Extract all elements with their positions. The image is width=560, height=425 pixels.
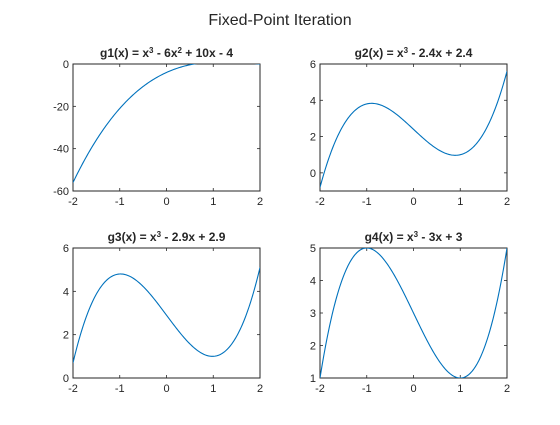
subplot-3: g3(x) = x3 - 2.9x + 2.9 -2 -1 0 1 2 0 2 4 6 bbox=[63, 230, 263, 396]
x-tick-label: 1 bbox=[210, 383, 216, 395]
plot-area bbox=[72, 63, 261, 192]
y-tick-label: 5 bbox=[310, 243, 316, 255]
x-tick-label: -2 bbox=[315, 196, 325, 208]
subplot-title: g4(x) = x3 - 3x + 3 bbox=[365, 230, 463, 245]
subplot-title: g3(x) = x3 - 2.9x + 2.9 bbox=[108, 230, 226, 245]
title-exponent: 3 bbox=[404, 46, 409, 55]
x-tick-label: 2 bbox=[257, 383, 263, 395]
title-text: g3(x) = x bbox=[108, 230, 157, 244]
x-tick-label: 1 bbox=[457, 383, 463, 395]
series-line bbox=[73, 267, 260, 363]
title-text: + 10x - 4 bbox=[182, 46, 233, 60]
subplot-1: g1(x) = x3 - 6x2 + 10x - 4-2 -1 0 1 2-60-40-… bbox=[53, 46, 263, 209]
title-text: - 6x bbox=[153, 46, 177, 60]
title-exponent: 3 bbox=[414, 230, 419, 239]
y-tick-label: 0 bbox=[63, 373, 69, 385]
plot-area bbox=[72, 247, 261, 379]
y-tick-label: -20 bbox=[53, 101, 69, 113]
series-line bbox=[320, 248, 507, 378]
title-text: - 2.4x + 2.4 bbox=[408, 46, 473, 60]
subplot-title: g1(x) = x3 - 6x2 + 10x - 4 bbox=[100, 46, 233, 61]
title-exponent: 3 bbox=[149, 46, 154, 55]
y-tick-label: -40 bbox=[53, 144, 69, 156]
y-tick-label: -60 bbox=[53, 186, 69, 198]
title-exponent: 2 bbox=[178, 46, 183, 55]
subplot-grid: g1(x) = x3 - 6x2 + 10x - 4-2 -1 0 1 2-60-40-… bbox=[53, 46, 510, 396]
x-tick-label: 2 bbox=[504, 196, 510, 208]
x-tick-label: 2 bbox=[504, 383, 510, 395]
y-tick-label: 6 bbox=[310, 59, 316, 71]
x-tick-label: 2 bbox=[257, 196, 263, 208]
series-line bbox=[320, 71, 507, 188]
subplot-title: g2(x) = x3 - 2.4x + 2.4 bbox=[355, 46, 473, 61]
series-line bbox=[73, 64, 260, 183]
x-tick-label: -1 bbox=[362, 196, 372, 208]
title-text: g4(x) = x bbox=[365, 230, 414, 244]
x-tick-label: 0 bbox=[163, 196, 169, 208]
x-tick-label: -1 bbox=[362, 383, 372, 395]
y-tick-label: 4 bbox=[310, 95, 316, 107]
x-tick-label: 0 bbox=[410, 196, 416, 208]
subplot-2: g2(x) = x3 - 2.4x + 2.4 -2 -1 0 1 2 0 2 4 6 bbox=[310, 46, 510, 209]
title-text: - 3x + 3 bbox=[418, 230, 463, 244]
title-text: g1(x) = x bbox=[100, 46, 149, 60]
x-tick-label: -2 bbox=[315, 383, 325, 395]
x-tick-label: -1 bbox=[115, 383, 125, 395]
y-tick-label: 4 bbox=[63, 286, 69, 298]
title-text: - 2.9x + 2.9 bbox=[161, 230, 226, 244]
y-tick-label: 3 bbox=[310, 308, 316, 320]
y-tick-label: 0 bbox=[310, 168, 316, 180]
plot-area bbox=[319, 63, 508, 192]
y-tick-label: 2 bbox=[63, 330, 69, 342]
figure-title: Fixed-Point Iteration bbox=[208, 12, 351, 29]
y-tick-label: 4 bbox=[310, 276, 316, 288]
x-tick-label: -1 bbox=[115, 196, 125, 208]
y-tick-label: 0 bbox=[63, 59, 69, 71]
x-tick-label: 0 bbox=[410, 383, 416, 395]
y-tick-label: 1 bbox=[310, 373, 316, 385]
y-tick-label: 2 bbox=[310, 132, 316, 144]
x-tick-label: -2 bbox=[68, 383, 78, 395]
x-tick-label: 1 bbox=[210, 196, 216, 208]
y-tick-label: 2 bbox=[310, 341, 316, 353]
x-tick-label: 0 bbox=[163, 383, 169, 395]
title-exponent: 3 bbox=[157, 230, 162, 239]
title-text: g2(x) = x bbox=[355, 46, 404, 60]
x-tick-label: 1 bbox=[457, 196, 463, 208]
y-tick-label: 6 bbox=[63, 243, 69, 255]
x-tick-label: -2 bbox=[68, 196, 78, 208]
